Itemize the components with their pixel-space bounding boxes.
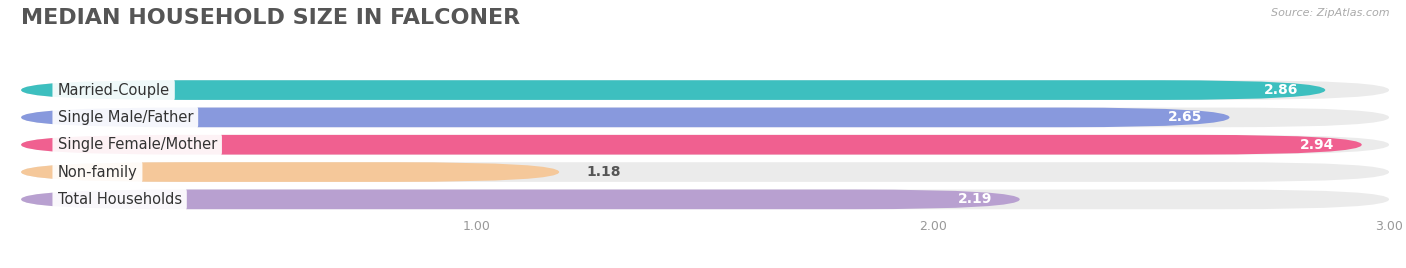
Text: 1.18: 1.18 [586,165,621,179]
Text: Source: ZipAtlas.com: Source: ZipAtlas.com [1271,8,1389,18]
FancyBboxPatch shape [21,135,1389,155]
Text: Married-Couple: Married-Couple [58,83,170,98]
Text: 2.86: 2.86 [1264,83,1298,97]
FancyBboxPatch shape [21,162,560,182]
Text: 2.94: 2.94 [1301,138,1334,152]
FancyBboxPatch shape [21,189,1389,209]
Text: 2.19: 2.19 [957,192,993,206]
FancyBboxPatch shape [21,107,1389,127]
FancyBboxPatch shape [21,80,1326,100]
FancyBboxPatch shape [21,189,1019,209]
Text: 2.65: 2.65 [1168,110,1202,124]
Text: Non-family: Non-family [58,165,138,180]
Text: Total Households: Total Households [58,192,181,207]
FancyBboxPatch shape [21,107,1229,127]
Text: Single Female/Mother: Single Female/Mother [58,137,217,152]
FancyBboxPatch shape [21,162,1389,182]
Text: Single Male/Father: Single Male/Father [58,110,193,125]
FancyBboxPatch shape [21,80,1389,100]
FancyBboxPatch shape [21,135,1362,155]
Text: MEDIAN HOUSEHOLD SIZE IN FALCONER: MEDIAN HOUSEHOLD SIZE IN FALCONER [21,8,520,28]
